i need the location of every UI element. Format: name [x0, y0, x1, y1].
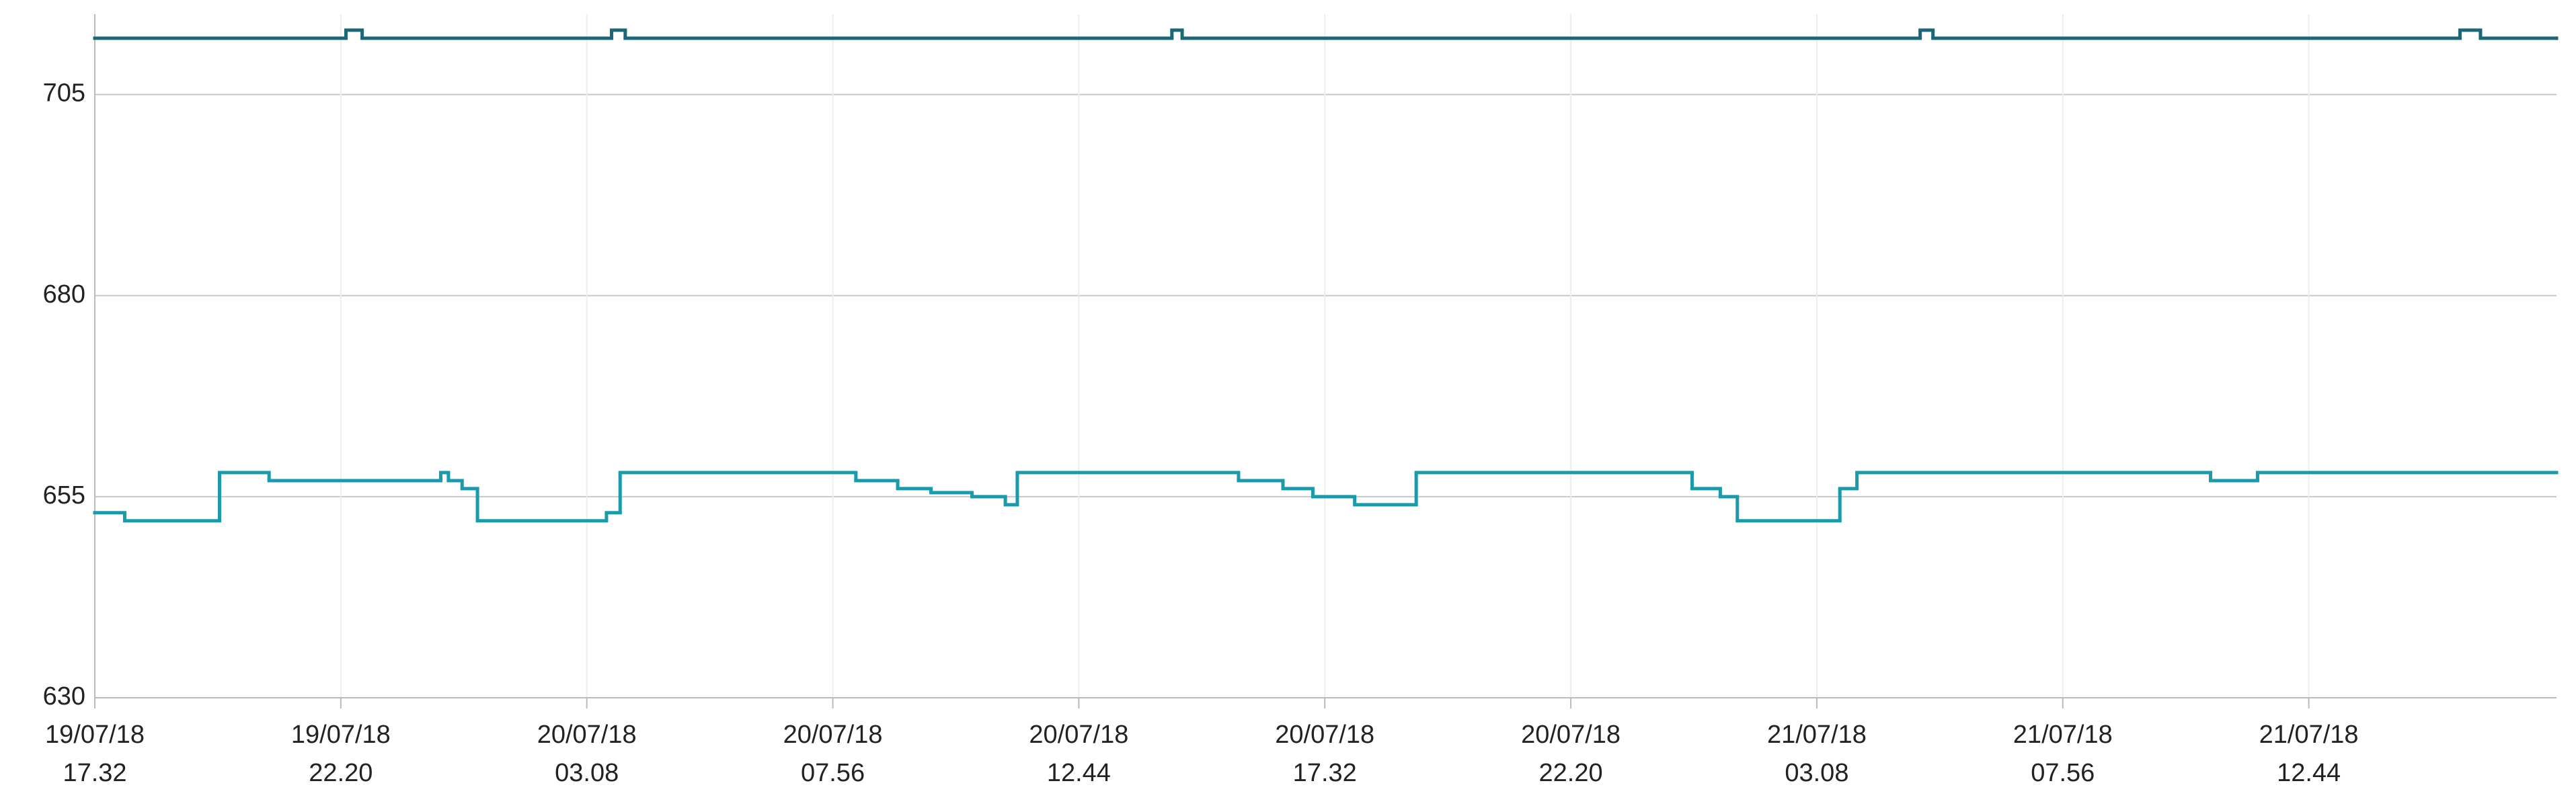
x-tick-label-line: 19/07/18 [45, 721, 145, 749]
x-tick-label-line: 17.32 [1293, 759, 1357, 787]
x-tick-label-line: 21/07/18 [2013, 721, 2113, 749]
x-tick-label: 20/07/18 22.20 [1521, 721, 1621, 787]
y-tick-label: 680 [43, 280, 85, 309]
x-tick-label-line: 21/07/18 [2259, 721, 2359, 749]
x-tick-label: 21/07/18 07.56 [2013, 721, 2113, 787]
x-tick-label-line: 03.08 [1785, 759, 1848, 787]
x-tick-label-line: 22.20 [1539, 759, 1603, 787]
y-tick-label: 655 [43, 481, 85, 510]
y-tick-label: 630 [43, 682, 85, 711]
x-tick-label: 19/07/18 17.32 [45, 721, 145, 787]
x-tick-label-line: 12.44 [2277, 759, 2341, 787]
x-tick-label-line: 07.56 [801, 759, 865, 787]
x-tick-label: 20/07/18 12.44 [1029, 721, 1128, 787]
x-tick-label-line: 17.32 [63, 759, 126, 787]
x-tick-label-line: 03.08 [555, 759, 619, 787]
x-tick-label: 20/07/18 17.32 [1275, 721, 1374, 787]
x-tick-label-line: 20/07/18 [783, 721, 883, 749]
x-tick-label-line: 21/07/18 [1767, 721, 1867, 749]
x-tick-label: 20/07/18 07.56 [783, 721, 883, 787]
x-tick-label: 20/07/18 03.08 [537, 721, 637, 787]
x-tick-label-line: 22.20 [309, 759, 373, 787]
x-tick-label-line: 19/07/18 [291, 721, 391, 749]
x-tick-label-line: 20/07/18 [1275, 721, 1374, 749]
x-tick-label: 19/07/18 22.20 [291, 721, 391, 787]
x-tick-label-line: 20/07/18 [1521, 721, 1621, 749]
x-tick-label-line: 20/07/18 [1029, 721, 1128, 749]
x-tick-label-line: 07.56 [2031, 759, 2095, 787]
x-tick-label: 21/07/18 12.44 [2259, 721, 2359, 787]
y-tick-label: 705 [43, 79, 85, 108]
x-tick-label: 21/07/18 03.08 [1767, 721, 1867, 787]
x-tick-label-line: 20/07/18 [537, 721, 637, 749]
x-tick-label-line: 12.44 [1047, 759, 1111, 787]
